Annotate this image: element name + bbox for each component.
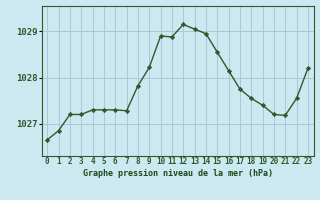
X-axis label: Graphe pression niveau de la mer (hPa): Graphe pression niveau de la mer (hPa)	[83, 169, 273, 178]
